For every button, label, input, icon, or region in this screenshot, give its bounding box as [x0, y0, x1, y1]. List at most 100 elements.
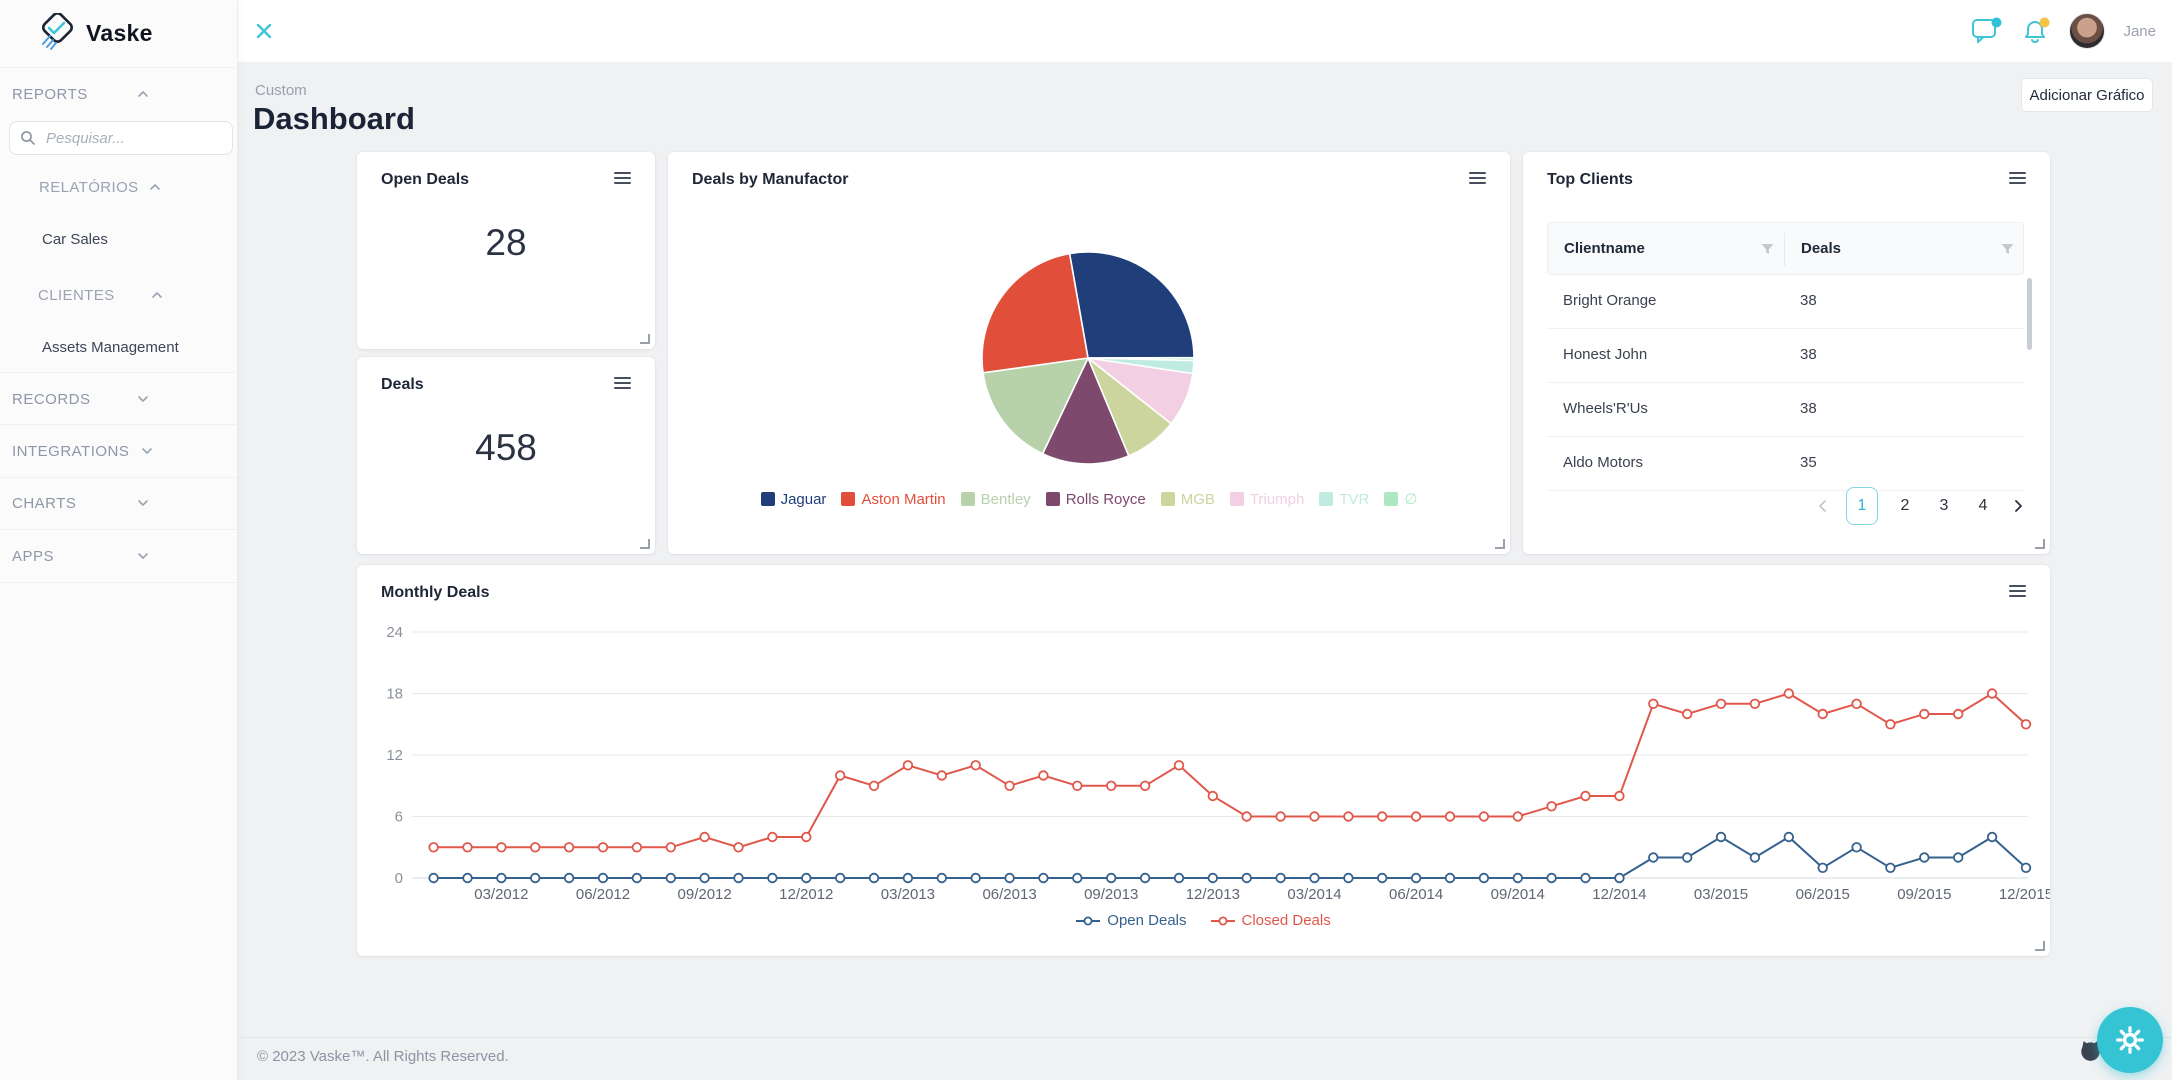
chevron-up-icon [150, 184, 160, 190]
card-menu-button[interactable] [614, 377, 631, 391]
table-header: Clientname Deals [1547, 222, 2024, 275]
card-menu-button[interactable] [2009, 172, 2026, 186]
user-name: Jane [2123, 22, 2156, 40]
sidebar-item-assets-management[interactable]: Assets Management [42, 339, 179, 356]
add-chart-button[interactable]: Adicionar Gráfico [2021, 78, 2153, 112]
topbar-actions: Jane [1971, 0, 2156, 62]
filter-icon[interactable] [2000, 242, 2015, 256]
prev-page-icon[interactable] [1815, 498, 1831, 514]
bell-icon[interactable] [2021, 16, 2051, 46]
legend-item[interactable]: Aston Martin [841, 491, 946, 508]
legend-swatch [841, 492, 856, 506]
svg-text:18: 18 [386, 686, 403, 703]
chevron-up-icon [152, 292, 162, 298]
table-row[interactable]: Aldo Motors 35 [1547, 437, 2024, 491]
settings-fab[interactable] [2097, 1007, 2163, 1073]
breadcrumb: Custom [255, 82, 307, 99]
table-row[interactable]: Wheels'R'Us 38 [1547, 383, 2024, 437]
legend-item[interactable]: TVR [1319, 491, 1369, 508]
legend-item[interactable]: MGB [1160, 491, 1215, 508]
legend-label: Closed Deals [1241, 912, 1331, 929]
pie-slice-Triumph [1087, 357, 1194, 425]
card-menu-button[interactable] [614, 172, 631, 186]
table-row[interactable]: Honest John 38 [1547, 329, 2024, 383]
legend-swatch [760, 492, 775, 506]
gear-icon [2116, 1026, 2144, 1054]
legend-swatch [960, 492, 975, 506]
card-open-deals: Open Deals 28 [357, 152, 655, 349]
sidebar-section-clientes[interactable]: CLIENTES [38, 287, 115, 304]
chevron-down-icon [138, 500, 148, 506]
page-button[interactable]: 4 [1978, 497, 1988, 514]
column-header-deals[interactable]: Deals [1801, 240, 1842, 257]
svg-text:12/2014: 12/2014 [1592, 886, 1646, 903]
column-header-clientname[interactable]: Clientname [1564, 240, 1645, 257]
search-input[interactable] [44, 124, 226, 152]
svg-text:09/2013: 09/2013 [1084, 886, 1138, 903]
legend-item[interactable]: Closed Deals [1210, 912, 1331, 929]
sidebar-section-records[interactable]: RECORDS [12, 391, 91, 408]
legend-label: Open Deals [1107, 912, 1187, 929]
pie-legend: Jaguar Aston Martin Bentley Rolls Royce MGB T… [668, 490, 1510, 508]
search-icon [21, 131, 35, 145]
resize-handle[interactable] [640, 334, 650, 344]
chevron-down-icon [138, 396, 148, 402]
resize-handle[interactable] [2035, 941, 2045, 951]
legend-item[interactable]: Bentley [960, 491, 1031, 508]
pagination: 1 2 3 4 [1815, 487, 2026, 525]
next-page-icon[interactable] [2010, 498, 2026, 514]
filter-icon[interactable] [1760, 242, 1775, 256]
legend-item[interactable]: Triumph [1229, 490, 1305, 508]
page-button[interactable]: 3 [1939, 497, 1949, 514]
sidebar-section-integrations[interactable]: INTEGRATIONS [12, 443, 130, 460]
chat-icon[interactable] [1971, 17, 2003, 45]
resize-handle[interactable] [2035, 539, 2045, 549]
footer-divider [241, 1037, 2172, 1038]
legend-swatch [1229, 492, 1244, 506]
line-chart-legend: Open Deals Closed Deals [357, 912, 2050, 929]
sidebar-section-reports[interactable]: REPORTS [12, 86, 88, 103]
close-icon[interactable] [254, 21, 274, 41]
legend-item[interactable]: ∅ [1384, 490, 1417, 508]
card-title: Deals [381, 376, 424, 393]
avatar[interactable] [2069, 13, 2106, 49]
card-title: Top Clients [1547, 171, 1633, 188]
svg-text:03/2012: 03/2012 [474, 886, 528, 903]
legend-label: Triumph [1249, 490, 1305, 508]
legend-swatch [1384, 492, 1399, 506]
svg-text:09/2015: 09/2015 [1897, 886, 1951, 903]
svg-text:06/2013: 06/2013 [982, 886, 1036, 903]
card-deals: Deals 458 [357, 357, 655, 554]
resize-handle[interactable] [640, 539, 650, 549]
footer-copyright: © 2023 Vaske™. All Rights Reserved. [257, 1048, 509, 1065]
legend-item[interactable]: Open Deals [1076, 912, 1187, 929]
svg-text:12/2015: 12/2015 [1999, 886, 2050, 903]
resize-handle[interactable] [1495, 539, 1505, 549]
sidebar-section-charts[interactable]: CHARTS [12, 495, 77, 512]
card-title: Open Deals [381, 171, 470, 188]
legend-item[interactable]: Rolls Royce [1045, 491, 1146, 508]
table-row[interactable]: Bright Orange 38 [1547, 275, 2024, 329]
deals-count-cell: 38 [1800, 346, 1817, 363]
svg-text:09/2014: 09/2014 [1491, 886, 1545, 903]
card-top-clients: Top Clients Clientname Deals Bright Oran… [1523, 152, 2050, 554]
sidebar-section-relatorios[interactable]: RELATÓRIOS [39, 179, 139, 196]
chevron-down-icon [138, 553, 148, 559]
legend-label: TVR [1339, 490, 1370, 508]
page-button[interactable]: 2 [1900, 497, 1910, 514]
logo-row: Vaske [0, 0, 237, 68]
sidebar-item-car-sales[interactable]: Car Sales [42, 231, 108, 248]
column-divider [1784, 233, 1785, 266]
divider [0, 424, 237, 425]
sidebar: Vaske REPORTS RELATÓRIOS Car Sales CLIEN… [0, 0, 238, 1080]
card-menu-button[interactable] [2009, 585, 2026, 599]
card-monthly-deals: Monthly Deals 0 6 12 18 24 03/2012 06/2012 09/2… [357, 565, 2050, 956]
scrollbar-thumb[interactable] [2027, 278, 2032, 350]
page-button-current[interactable]: 1 [1846, 487, 1878, 525]
brand-name: Vaske [86, 20, 153, 46]
card-menu-button[interactable] [1469, 172, 1486, 186]
sidebar-section-apps[interactable]: APPS [12, 548, 55, 565]
notification-badge [2039, 17, 2050, 28]
legend-item[interactable]: Jaguar [760, 491, 826, 508]
